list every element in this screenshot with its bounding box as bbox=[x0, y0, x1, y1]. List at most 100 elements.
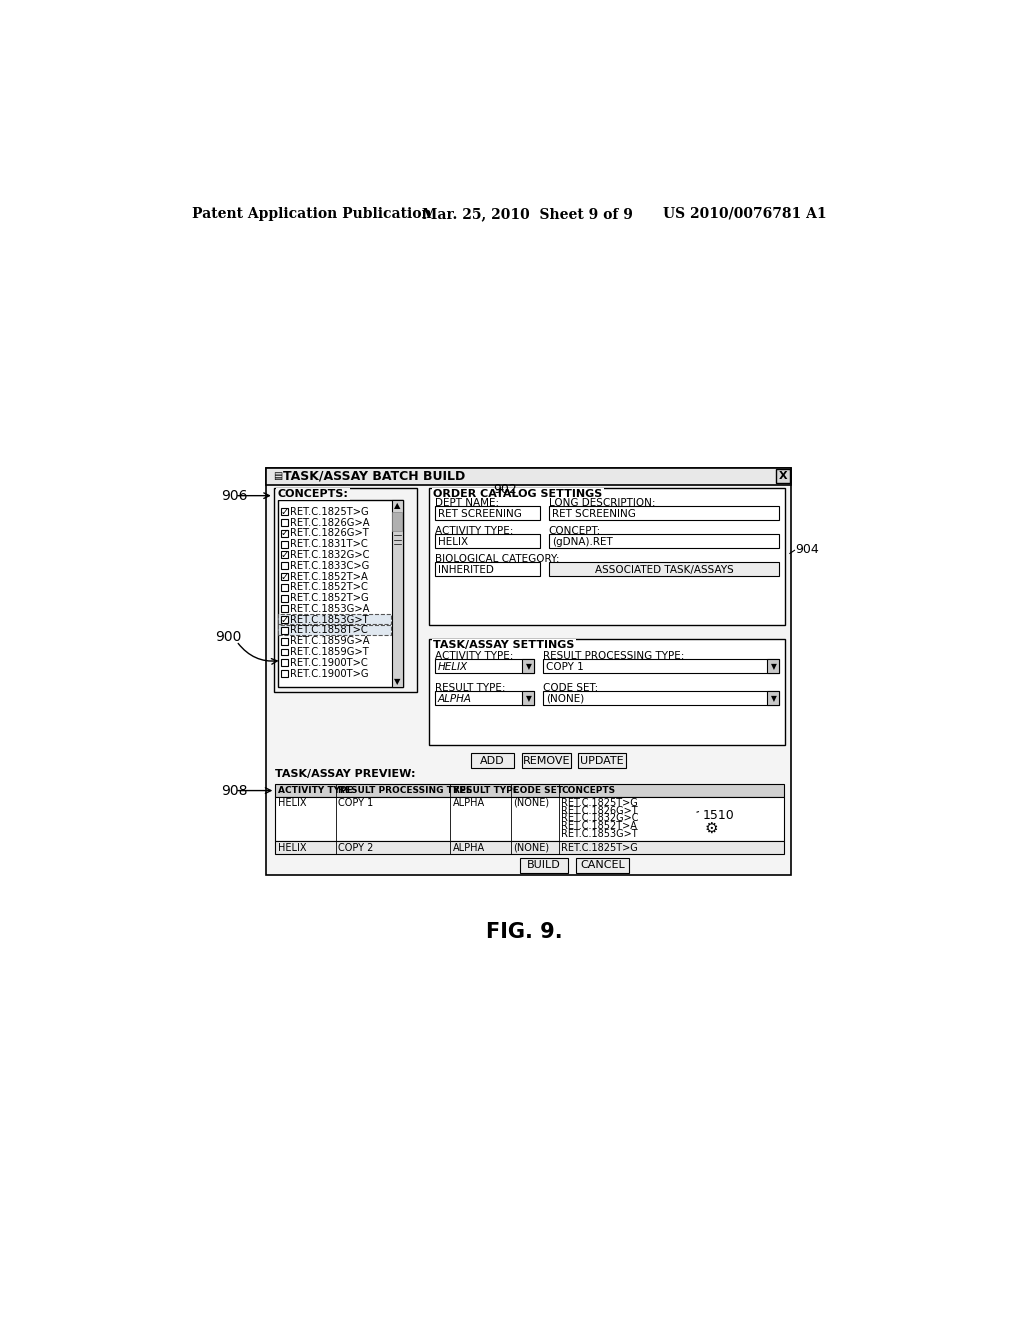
Text: RET.C.1852T>G: RET.C.1852T>G bbox=[290, 593, 369, 603]
Bar bbox=[776, 470, 790, 483]
Bar bbox=[281, 659, 288, 667]
Text: RET SCREENING: RET SCREENING bbox=[552, 510, 636, 519]
Bar bbox=[520, 858, 568, 873]
Text: COPY 1: COPY 1 bbox=[338, 797, 374, 808]
Bar bbox=[471, 752, 514, 768]
Bar bbox=[281, 606, 288, 612]
Bar bbox=[429, 488, 785, 626]
Text: FIG. 9.: FIG. 9. bbox=[486, 923, 563, 942]
Text: COPY 1: COPY 1 bbox=[547, 661, 585, 672]
Bar bbox=[578, 752, 626, 768]
Bar bbox=[281, 648, 288, 656]
Text: REMOVE: REMOVE bbox=[522, 755, 570, 766]
Bar bbox=[281, 529, 288, 537]
Text: RET.C.1832G>C: RET.C.1832G>C bbox=[290, 550, 370, 560]
Bar bbox=[429, 639, 785, 744]
Bar bbox=[279, 614, 391, 624]
Bar bbox=[281, 671, 288, 677]
Text: (NONE): (NONE) bbox=[547, 694, 585, 704]
Text: LONG DESCRIPTION:: LONG DESCRIPTION: bbox=[549, 499, 655, 508]
Text: TASK/ASSAY BATCH BUILD: TASK/ASSAY BATCH BUILD bbox=[283, 470, 465, 483]
Text: (gDNA).RET: (gDNA).RET bbox=[552, 537, 612, 546]
Text: ✓: ✓ bbox=[281, 615, 288, 624]
Text: RET.C.1825T>G: RET.C.1825T>G bbox=[290, 507, 369, 517]
Text: 906: 906 bbox=[221, 488, 248, 503]
Text: RET.C.1826G>T: RET.C.1826G>T bbox=[561, 805, 638, 816]
Text: RESULT PROCESSING TYPE: RESULT PROCESSING TYPE bbox=[338, 787, 472, 795]
Text: RET.C.1852T>A: RET.C.1852T>A bbox=[290, 572, 368, 582]
Text: CODE SET:: CODE SET: bbox=[544, 684, 599, 693]
Text: RET.C.1852T>C: RET.C.1852T>C bbox=[290, 582, 368, 593]
Bar bbox=[435, 535, 540, 548]
Bar bbox=[281, 627, 288, 634]
Bar bbox=[281, 562, 288, 569]
Text: RET.C.1853G>T: RET.C.1853G>T bbox=[561, 829, 638, 838]
Bar bbox=[435, 659, 535, 673]
Bar bbox=[767, 659, 779, 673]
Text: RET.C.1826G>A: RET.C.1826G>A bbox=[290, 517, 370, 528]
Bar bbox=[549, 507, 779, 520]
Text: ▼: ▼ bbox=[771, 663, 776, 671]
Text: RET.C.1832G>C: RET.C.1832G>C bbox=[561, 813, 639, 824]
Text: RESULT TYPE:: RESULT TYPE: bbox=[435, 684, 506, 693]
Bar bbox=[275, 784, 783, 797]
Text: RESULT TYPE: RESULT TYPE bbox=[453, 787, 518, 795]
Bar bbox=[521, 752, 571, 768]
Text: RET.C.1858T>C: RET.C.1858T>C bbox=[290, 626, 368, 635]
Text: TASK/ASSAY SETTINGS: TASK/ASSAY SETTINGS bbox=[433, 640, 574, 649]
Text: ✓: ✓ bbox=[281, 528, 288, 539]
Text: ▼: ▼ bbox=[771, 694, 776, 704]
Bar bbox=[281, 508, 288, 515]
Bar bbox=[281, 573, 288, 579]
Text: BIOLOGICAL CATEGORY:: BIOLOGICAL CATEGORY: bbox=[435, 554, 559, 564]
Bar bbox=[273, 488, 417, 692]
Text: BUILD: BUILD bbox=[527, 861, 561, 870]
Text: ACTIVITY TYPE:: ACTIVITY TYPE: bbox=[435, 651, 513, 661]
Text: ACTIVITY TYPE:: ACTIVITY TYPE: bbox=[435, 527, 513, 536]
Text: 904: 904 bbox=[796, 543, 819, 556]
Bar bbox=[266, 469, 792, 875]
Bar bbox=[544, 692, 779, 705]
Text: HELIX: HELIX bbox=[438, 537, 468, 546]
Text: CONCEPTS:: CONCEPTS: bbox=[278, 490, 348, 499]
Text: 908: 908 bbox=[221, 784, 248, 797]
Text: ACTIVITY TYPE: ACTIVITY TYPE bbox=[278, 787, 352, 795]
Bar bbox=[544, 659, 779, 673]
Text: ✓: ✓ bbox=[281, 550, 288, 560]
Bar bbox=[392, 512, 402, 531]
Text: Mar. 25, 2010  Sheet 9 of 9: Mar. 25, 2010 Sheet 9 of 9 bbox=[423, 207, 634, 220]
Text: ALPHA: ALPHA bbox=[453, 797, 484, 808]
Text: CONCEPT:: CONCEPT: bbox=[549, 527, 601, 536]
Text: RET.C.1825T>G: RET.C.1825T>G bbox=[561, 797, 638, 808]
Text: ALPHA: ALPHA bbox=[438, 694, 472, 704]
Text: ⚙: ⚙ bbox=[705, 821, 719, 836]
Text: ASSOCIATED TASK/ASSAYS: ASSOCIATED TASK/ASSAYS bbox=[595, 565, 733, 574]
Bar bbox=[522, 692, 535, 705]
Text: RET.C.1826G>T: RET.C.1826G>T bbox=[290, 528, 369, 539]
Text: RET.C.1853G>A: RET.C.1853G>A bbox=[290, 603, 370, 614]
Bar bbox=[549, 535, 779, 548]
Text: (NONE): (NONE) bbox=[513, 797, 549, 808]
Text: INHERITED: INHERITED bbox=[438, 565, 494, 574]
Bar bbox=[281, 583, 288, 591]
Text: HELIX: HELIX bbox=[278, 842, 306, 853]
Text: X: X bbox=[778, 471, 787, 482]
Text: CONCEPTS: CONCEPTS bbox=[561, 787, 615, 795]
Text: ✓: ✓ bbox=[281, 572, 288, 582]
Text: CODE SET: CODE SET bbox=[513, 787, 563, 795]
Bar bbox=[575, 858, 629, 873]
Bar bbox=[522, 659, 535, 673]
Text: (NONE): (NONE) bbox=[513, 842, 549, 853]
Bar bbox=[435, 562, 540, 576]
Text: RET.C.1853G>T: RET.C.1853G>T bbox=[290, 615, 369, 624]
Text: ✓: ✓ bbox=[281, 507, 288, 517]
Text: RET.C.1833C>G: RET.C.1833C>G bbox=[290, 561, 370, 570]
Text: RET.C.1859G>T: RET.C.1859G>T bbox=[290, 647, 369, 657]
Bar bbox=[279, 626, 391, 635]
Text: ▼: ▼ bbox=[394, 677, 400, 686]
Text: ALPHA: ALPHA bbox=[453, 842, 484, 853]
Bar bbox=[435, 692, 535, 705]
Text: RET.C.1900T>C: RET.C.1900T>C bbox=[290, 657, 368, 668]
Bar bbox=[275, 841, 783, 854]
Text: RESULT PROCESSING TYPE:: RESULT PROCESSING TYPE: bbox=[544, 651, 685, 661]
